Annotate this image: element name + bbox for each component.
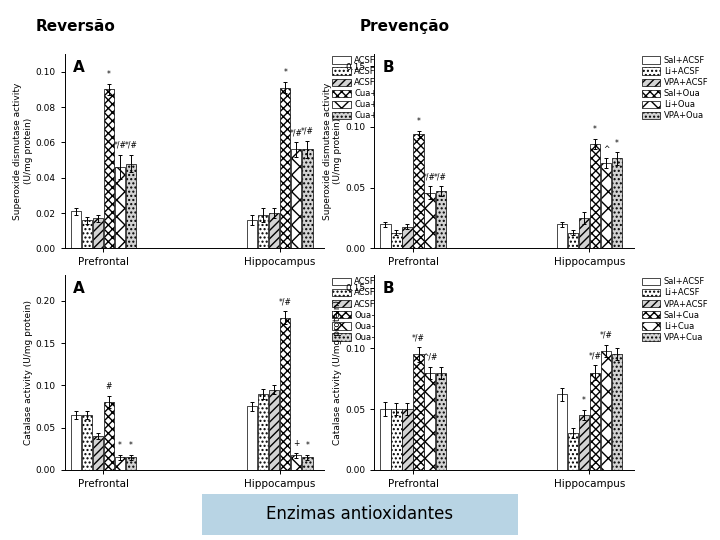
Bar — [612, 159, 622, 248]
Bar — [413, 354, 423, 470]
Bar — [115, 167, 125, 248]
Text: A: A — [73, 60, 84, 75]
Text: Reversão: Reversão — [36, 19, 116, 34]
Text: */#: */# — [301, 127, 314, 136]
Text: */#: */# — [412, 333, 425, 342]
Bar — [392, 409, 402, 470]
Text: */#: */# — [125, 141, 138, 150]
Bar — [104, 89, 114, 248]
Text: *: * — [284, 69, 287, 77]
Bar — [425, 192, 435, 248]
Bar — [71, 415, 81, 470]
Text: */#: */# — [279, 297, 292, 306]
Bar — [247, 220, 257, 248]
Bar — [115, 457, 125, 470]
Bar — [292, 455, 302, 470]
Bar — [269, 213, 279, 248]
Bar — [104, 402, 114, 470]
Text: *: * — [615, 139, 619, 147]
Bar — [380, 409, 390, 470]
Text: *: * — [582, 396, 586, 406]
Bar — [413, 134, 423, 248]
Bar — [579, 415, 589, 470]
Bar — [380, 224, 390, 248]
Bar — [579, 218, 589, 248]
Text: *: * — [118, 441, 122, 450]
Text: */#: */# — [114, 141, 127, 150]
Y-axis label: Superoxide dismutase activity
(U/mg protein): Superoxide dismutase activity (U/mg prot… — [323, 83, 343, 220]
Bar — [425, 373, 435, 470]
Legend: Sal+ACSF, Li+ACSF, VPA+ACSF, Sal+Cua, Li+Cua, VPA+Cua: Sal+ACSF, Li+ACSF, VPA+ACSF, Sal+Cua, Li… — [640, 276, 710, 343]
Bar — [126, 457, 136, 470]
Text: *: * — [129, 441, 133, 450]
Text: */#: */# — [423, 173, 436, 181]
Bar — [568, 233, 578, 248]
Text: ^/#: ^/# — [422, 353, 437, 362]
Legend: Sal+ACSF, Li+ACSF, VPA+ACSF, Sal+Oua, Li+Oua, VPA+Oua: Sal+ACSF, Li+ACSF, VPA+ACSF, Sal+Oua, Li… — [640, 55, 710, 122]
Bar — [402, 226, 413, 248]
Text: *: * — [107, 70, 111, 79]
Text: B: B — [382, 281, 394, 296]
Text: */#: */# — [588, 352, 601, 361]
Bar — [612, 354, 622, 470]
Bar — [126, 164, 136, 248]
Bar — [258, 215, 269, 248]
Bar — [568, 433, 578, 470]
Bar — [82, 415, 92, 470]
Text: Enzimas antioxidantes: Enzimas antioxidantes — [266, 505, 454, 523]
Bar — [601, 163, 611, 248]
Y-axis label: Superoxide dismutase activity
(U/mg protein): Superoxide dismutase activity (U/mg prot… — [14, 83, 33, 220]
Bar — [93, 218, 103, 248]
Legend: ACSF+Sal, ACSF+Li, ACSF+VPA, Cua+Sal, Cua+Li, Cua+VPA: ACSF+Sal, ACSF+Li, ACSF+VPA, Cua+Sal, Cu… — [330, 55, 400, 122]
Bar — [590, 373, 600, 470]
Bar — [557, 394, 567, 470]
Bar — [436, 191, 446, 248]
Bar — [82, 220, 92, 248]
FancyBboxPatch shape — [202, 494, 518, 535]
Bar — [402, 409, 413, 470]
Text: A: A — [73, 281, 84, 296]
Bar — [557, 224, 567, 248]
Text: ^: ^ — [603, 145, 609, 153]
Bar — [590, 144, 600, 248]
Bar — [302, 150, 312, 248]
Bar — [258, 394, 269, 470]
Bar — [292, 150, 302, 248]
Bar — [71, 211, 81, 248]
Bar — [269, 389, 279, 470]
Y-axis label: Catalase activity (U/mg protein): Catalase activity (U/mg protein) — [24, 300, 33, 445]
Y-axis label: Catalase activity (U/mg protein): Catalase activity (U/mg protein) — [333, 300, 343, 445]
Bar — [601, 351, 611, 470]
Bar — [247, 407, 257, 470]
Legend: ACSF+Sal, ACSF+Li, ACSF+VPA, Oua+Sal, Oua+Li, Oua+VPA: ACSF+Sal, ACSF+Li, ACSF+VPA, Oua+Sal, Ou… — [330, 276, 400, 343]
Bar — [392, 233, 402, 248]
Text: +: + — [293, 439, 300, 448]
Text: B: B — [382, 60, 394, 75]
Bar — [93, 436, 103, 470]
Text: #: # — [106, 382, 112, 392]
Text: */#: */# — [290, 129, 303, 138]
Bar — [302, 457, 312, 470]
Bar — [436, 373, 446, 470]
Text: Prevenção: Prevenção — [360, 19, 450, 34]
Text: *: * — [417, 117, 420, 126]
Text: *: * — [593, 125, 597, 134]
Text: */#: */# — [600, 331, 613, 340]
Text: */#: */# — [434, 173, 447, 181]
Text: *: * — [305, 441, 310, 450]
Bar — [280, 318, 290, 470]
Bar — [280, 87, 290, 248]
